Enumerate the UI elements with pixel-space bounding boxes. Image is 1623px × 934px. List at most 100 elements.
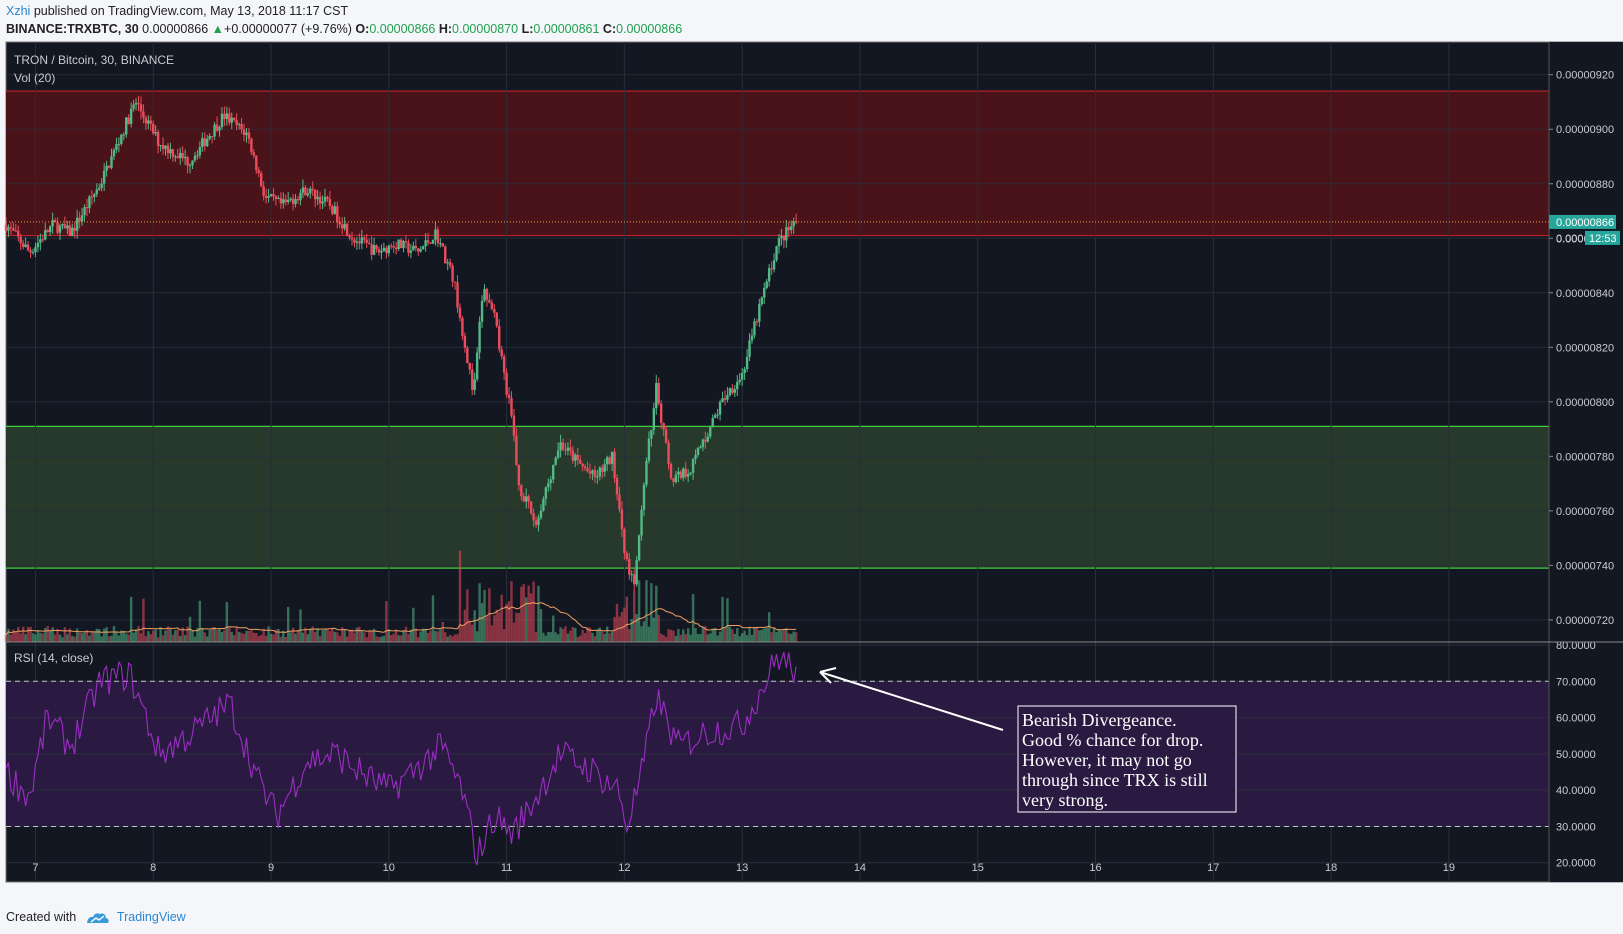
volume-bar (412, 607, 415, 642)
candle-body (716, 414, 719, 416)
volume-bar (453, 634, 457, 642)
volume-bar (770, 632, 773, 642)
volume-bar (407, 634, 410, 642)
candle-body (429, 242, 432, 244)
volume-bar (659, 633, 663, 642)
volume-bar (740, 633, 744, 642)
candle-body (544, 487, 548, 499)
volume-bar (718, 631, 722, 642)
rsi-tick-label: 20.0000 (1556, 858, 1596, 870)
volume-bar (336, 632, 339, 642)
candle-body (686, 474, 690, 477)
candle-body (674, 474, 678, 482)
candle-body (534, 520, 538, 526)
x-tick-label: 11 (501, 862, 512, 874)
tradingview-link[interactable]: TradingView (116, 910, 186, 924)
candle-body (355, 241, 359, 243)
volume-bar (385, 601, 388, 642)
volume-bar (66, 634, 69, 642)
volume-bar (792, 631, 795, 642)
volume-bar (421, 628, 425, 642)
candle-body (630, 574, 633, 576)
candle-body (603, 464, 606, 472)
volume-bar (417, 637, 420, 642)
candle-body (392, 246, 395, 248)
annotation-line: Bearish Divergeance. (1022, 710, 1177, 730)
volume-bar (83, 632, 86, 642)
volume-bar (728, 626, 732, 642)
volume-bar (7, 628, 10, 642)
candle-body (402, 241, 405, 249)
volume-bar (522, 584, 525, 642)
candle-body (365, 239, 368, 243)
candle-body (606, 457, 609, 465)
volume-bar (215, 630, 219, 642)
candle-body (203, 138, 206, 147)
volume-bar (326, 629, 329, 642)
volume-bar (711, 628, 714, 642)
candle-body (672, 478, 675, 482)
candle-body (44, 230, 47, 240)
volume-bar (586, 627, 589, 642)
x-tick-label: 10 (383, 862, 395, 874)
volume-bar (777, 629, 781, 642)
candle-body (554, 457, 557, 465)
candle-body (537, 517, 540, 526)
candle-body (490, 302, 494, 310)
volume-bar (763, 628, 766, 642)
candle-body (659, 403, 663, 423)
candle-body (274, 196, 278, 199)
volume-bar (220, 632, 224, 642)
candle-body (230, 117, 233, 123)
annotation-callout[interactable]: Bearish Divergeance.Good % chance for dr… (819, 667, 1237, 813)
volume-bar (601, 631, 604, 642)
volume-bar (677, 628, 680, 642)
volume-bar (139, 633, 143, 642)
volume-bar (115, 632, 118, 642)
volume-bar (748, 628, 751, 642)
volume-bar (758, 630, 761, 642)
candle-body (694, 454, 697, 460)
candle-body (792, 221, 795, 227)
candle-body (105, 165, 108, 171)
candle-body (775, 246, 778, 261)
y-tick-label: 0.00000760 (1556, 506, 1614, 518)
candle-body (723, 398, 727, 400)
x-tick-label: 16 (1089, 862, 1101, 874)
author-link[interactable]: Xzhi (6, 4, 31, 18)
volume-bar (46, 626, 49, 642)
candle-body (758, 304, 761, 322)
volume-bar (338, 635, 341, 642)
volume-bar (466, 589, 469, 642)
volume-bar (240, 632, 243, 642)
candle-body (740, 372, 744, 380)
candle-body (640, 509, 643, 536)
volume-bar (736, 628, 739, 642)
candle-body (348, 235, 351, 238)
volume-bar (267, 626, 270, 642)
volume-bar (294, 633, 297, 642)
volume-bar (787, 633, 790, 642)
volume-bar (208, 630, 211, 642)
candle-body (83, 207, 86, 216)
volume-bar (262, 628, 265, 642)
candle-body (282, 199, 285, 204)
y-tick-label: 0.00000820 (1556, 342, 1614, 354)
volume-bar (613, 616, 616, 642)
candle-body (208, 136, 211, 139)
volume-bar (664, 636, 668, 642)
volume-bar (196, 628, 199, 642)
candle-body (767, 268, 771, 282)
candle-body (434, 229, 437, 240)
volume-bar (618, 616, 621, 642)
volume-bar (122, 630, 125, 642)
candle-body (728, 388, 732, 396)
publish-text: published on TradingView.com, May 13, 20… (33, 4, 349, 18)
volume-bar (250, 630, 253, 642)
candle-body (561, 442, 565, 450)
candle-body (704, 439, 707, 442)
candle-body (527, 496, 530, 502)
volume-bar (289, 632, 292, 642)
volume-bar (191, 630, 194, 642)
